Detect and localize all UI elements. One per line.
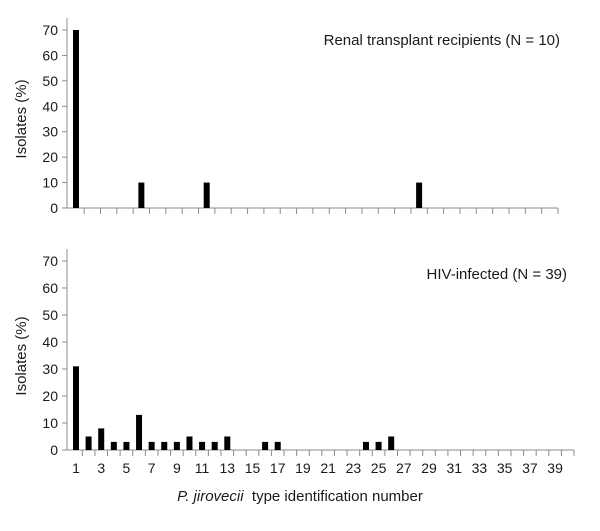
bar [375,441,382,450]
bar [148,441,155,450]
panel-title: Renal transplant recipients (N = 10) [324,32,560,49]
bar [123,441,130,450]
x-tick-label: 37 [522,460,538,476]
y-tick-label: 30 [42,361,58,377]
bar [203,182,210,208]
bar [388,436,395,450]
bar [199,441,206,450]
y-tick-label: 20 [42,149,58,165]
x-tick-label: 39 [547,460,563,476]
y-tick-label: 10 [42,415,58,431]
bar [85,436,92,450]
y-tick-label: 20 [42,388,58,404]
bar [262,441,269,450]
panel-title: HIV-infected (N = 39) [427,266,567,283]
y-tick-label: 0 [50,442,58,458]
bar [211,441,218,450]
chart-panel-1: 0 10 20 30 40 50 60 70 Isolates (%) Renal transpl… [13,18,560,216]
x-axis-title: P. jirovecii type identification number [0,488,600,505]
bar [274,441,281,450]
y-tick-label: 40 [42,98,58,114]
bar [161,441,168,450]
x-axis-title-text: type identification number [251,488,423,505]
x-tick-label: 31 [446,460,462,476]
x-tick-label: 23 [346,460,362,476]
y-tick-label: 70 [42,253,58,269]
y-tick-label: 10 [42,175,58,191]
x-tick-label: 13 [220,460,236,476]
x-tick-label: 5 [123,460,131,476]
bar [98,428,105,450]
x-tick-label: 1 [72,460,80,476]
x-tick-label: 35 [497,460,513,476]
y-tick-label: 60 [42,47,58,63]
y-axis-title: Isolates (%) [13,316,30,395]
x-tick-label: 29 [421,460,437,476]
x-tick-label: 9 [173,460,181,476]
y-tick-label: 60 [42,280,58,296]
x-axis-title-species: P. jirovecii [177,488,244,505]
x-tick-label: 7 [148,460,156,476]
x-tick-label: 11 [195,460,210,476]
y-axis-title: Isolates (%) [13,79,30,158]
bar [186,436,193,450]
bar [73,30,79,208]
bar [73,366,79,450]
x-tick-label: 15 [245,460,261,476]
x-tick-label: 19 [295,460,311,476]
bar [416,182,423,208]
bar [138,182,145,208]
x-tick-label: 21 [320,460,336,476]
bar [224,436,231,450]
x-tick-label: 3 [97,460,105,476]
y-tick-label: 70 [42,22,58,38]
x-tick-label: 27 [396,460,412,476]
y-tick-label: 50 [42,307,58,323]
y-tick-label: 0 [50,200,58,216]
y-tick-label: 50 [42,73,58,89]
y-tick-label: 40 [42,334,58,350]
bar [362,441,369,450]
x-tick-label: 33 [472,460,488,476]
y-tick-label: 30 [42,124,58,140]
x-tick-label: 17 [270,460,286,476]
bar [136,414,143,450]
bar [110,441,117,450]
bar [173,441,180,450]
x-tick-label: 25 [371,460,387,476]
